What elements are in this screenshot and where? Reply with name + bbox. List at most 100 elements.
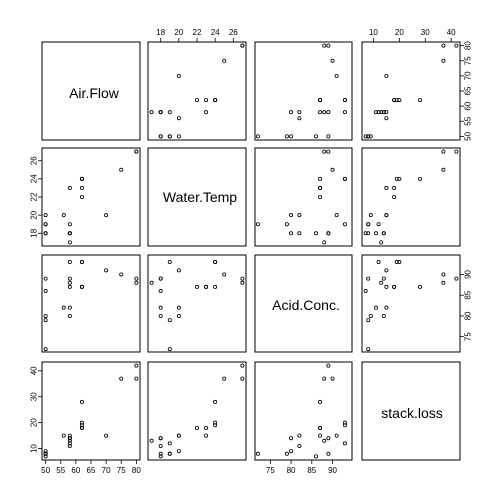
panel-water-temp-vs-water-temp [147, 147, 247, 247]
data-point-18 [366, 222, 371, 227]
tick-label: 20 [29, 418, 38, 427]
data-point-12 [149, 110, 154, 115]
data-point-21 [384, 73, 389, 78]
tick-label: 55 [463, 116, 472, 125]
data-point-8 [397, 176, 402, 181]
panel-air-flow-vs-water-temp [147, 41, 247, 141]
diag-label-water-temp: Water.Temp [163, 189, 237, 205]
panel-stack-loss-vs-acid-conc [254, 361, 353, 461]
data-point-7 [213, 423, 218, 428]
tick-label: 50 [41, 466, 50, 475]
data-point-6 [392, 284, 397, 289]
data-point-12 [67, 438, 72, 443]
right-axis-acid-conc: 75 80 85 90 [460, 269, 473, 341]
data-point-18 [43, 451, 48, 456]
data-point-12 [149, 438, 154, 443]
panel-stack-loss-vs-water-temp [147, 361, 247, 461]
data-point-16 [158, 454, 163, 459]
data-point-2 [240, 376, 245, 381]
tick-label: 22 [193, 28, 202, 37]
panel-air-flow-vs-air-flow [41, 41, 141, 141]
data-point-3 [330, 58, 335, 63]
data-point-9 [67, 185, 72, 190]
data-point-15 [326, 134, 331, 139]
tick-label: 26 [30, 156, 39, 165]
data-point-7 [394, 176, 399, 181]
data-point-11 [326, 436, 331, 441]
data-point-15 [158, 276, 163, 281]
data-point-12 [149, 280, 154, 285]
data-point-21 [384, 268, 389, 273]
data-point-11 [158, 436, 163, 441]
data-point-17 [255, 134, 260, 139]
data-point-19 [176, 313, 181, 318]
data-point-19 [368, 134, 373, 139]
data-point-14 [376, 222, 381, 227]
diag-label-stack-loss: stack.loss [381, 405, 442, 421]
data-point-1 [240, 363, 245, 368]
data-point-11 [381, 110, 386, 115]
data-point-12 [322, 438, 327, 443]
data-point-14 [167, 441, 172, 446]
tick-label: 18 [29, 228, 38, 237]
tick-label: 22 [30, 192, 39, 201]
tick-label: 18 [156, 28, 165, 37]
data-point-12 [322, 110, 327, 115]
data-point-21 [384, 213, 389, 218]
data-point-8 [342, 176, 347, 181]
data-point-13 [373, 231, 378, 236]
panel-stack-loss-vs-air-flow [41, 361, 141, 461]
tick-label: 55 [56, 466, 65, 475]
data-point-10 [158, 313, 163, 318]
tick-label: 60 [464, 101, 473, 110]
data-point-15 [366, 276, 371, 281]
data-point-4 [418, 176, 423, 181]
data-point-14 [67, 222, 72, 227]
tick-label: 20 [29, 210, 38, 219]
data-point-6 [204, 98, 209, 103]
data-point-12 [379, 280, 384, 285]
data-point-16 [43, 231, 48, 236]
data-point-16 [363, 134, 368, 139]
left-axis-stack-loss: 10 20 30 40 [29, 366, 42, 453]
data-point-5 [194, 98, 199, 103]
points-water-temp-vs-air-flow [43, 149, 139, 245]
data-point-15 [158, 451, 163, 456]
data-point-3 [119, 167, 124, 172]
data-point-1 [454, 149, 459, 154]
data-point-7 [394, 98, 399, 103]
points-water-temp-vs-acid-conc [255, 149, 347, 245]
data-point-18 [284, 222, 289, 227]
tick-label: 90 [464, 269, 473, 278]
data-point-2 [441, 149, 446, 154]
data-point-3 [222, 376, 227, 381]
data-point-20 [384, 305, 389, 310]
data-point-19 [289, 134, 294, 139]
data-point-18 [43, 318, 48, 323]
tick-label: 75 [464, 56, 473, 65]
data-point-21 [334, 213, 339, 218]
data-point-14 [167, 260, 172, 265]
data-point-2 [322, 43, 327, 48]
points-acid-conc-vs-stack-loss [363, 260, 459, 352]
data-point-21 [104, 268, 109, 273]
panel-water-temp-vs-air-flow [41, 147, 141, 247]
data-point-19 [368, 213, 373, 218]
data-point-21 [176, 73, 181, 78]
data-point-18 [167, 451, 172, 456]
data-point-18 [366, 134, 371, 139]
tick-label: 75 [117, 466, 126, 475]
tick-label: 85 [463, 290, 472, 299]
panel-stack-loss-vs-stack-loss [361, 361, 461, 461]
diag-label-air-flow: Air.Flow [69, 85, 120, 101]
data-point-5 [318, 194, 323, 199]
tick-label: 70 [102, 466, 111, 475]
data-point-5 [194, 425, 199, 430]
tick-label: 10 [30, 444, 39, 453]
data-point-8 [79, 260, 84, 265]
data-point-21 [176, 433, 181, 438]
data-point-2 [441, 280, 446, 285]
data-point-10 [381, 313, 386, 318]
data-point-8 [213, 98, 218, 103]
data-point-16 [313, 134, 318, 139]
